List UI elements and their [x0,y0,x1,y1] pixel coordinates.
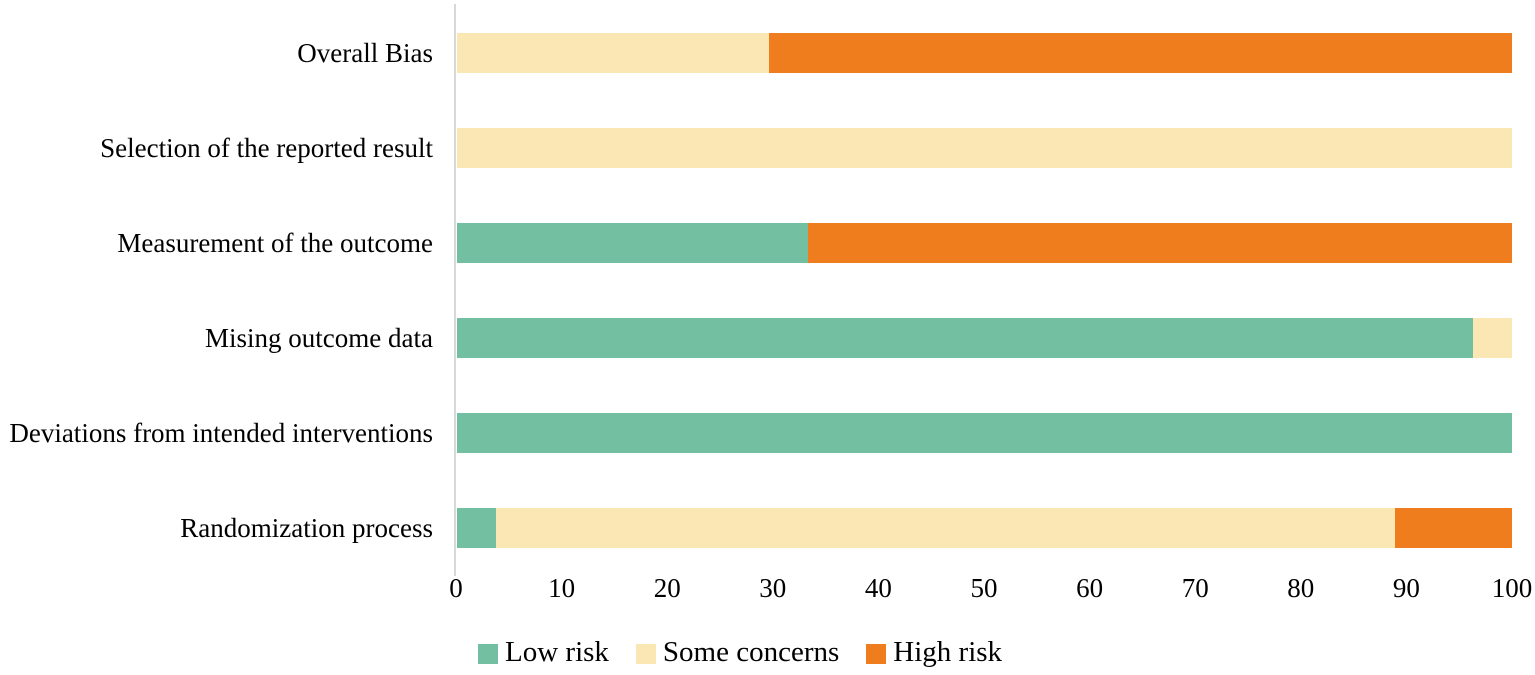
category-label: Randomization process [180,513,433,543]
bar-row [457,318,1512,358]
x-tick-label: 20 [653,573,681,603]
category-label: Mising outcome data [205,323,433,353]
bar-segment-high-risk [808,223,1512,263]
bar-row [457,33,1512,73]
bar-row [457,413,1512,453]
legend-item-low-risk: Low risk [478,634,609,670]
bar-segment-low-risk [457,223,809,263]
category-label: Measurement of the outcome [117,228,433,258]
legend: Low risk Some concerns High risk [478,634,1002,670]
bar-row [457,508,1512,548]
x-tick-label: 50 [970,573,998,603]
category-label: Overall Bias [297,38,433,68]
bar-row [457,223,1512,263]
bar-segment-high-risk [1394,508,1512,548]
x-tick-label: 90 [1392,573,1420,603]
legend-item-high-risk: High risk [866,634,1002,670]
bar-segment-some-concerns [496,508,1395,548]
x-tick-label: 30 [759,573,787,603]
x-tick-label: 80 [1287,573,1315,603]
x-tick-label: 40 [864,573,892,603]
bar-segment-low-risk [457,508,497,548]
bar-segment-some-concerns [457,33,770,73]
legend-label: High risk [893,636,1003,668]
bar-segment-high-risk [769,33,1512,73]
x-tick-label: 10 [548,573,576,603]
legend-swatch-icon [478,643,498,664]
category-label: Deviations from intended interventions [9,418,433,448]
legend-swatch-icon [866,643,887,664]
legend-label: Some concerns [662,636,840,668]
x-tick-label: 60 [1076,573,1104,603]
x-tick-label: 100 [1491,573,1533,603]
category-label: Selection of the reported result [100,133,433,163]
legend-swatch-icon [635,643,656,664]
y-axis-line [454,4,456,576]
legend-label: Low risk [505,636,609,668]
bar-row [457,128,1512,168]
x-tick-label: 70 [1181,573,1209,603]
bar-segment-low-risk [457,318,1473,358]
bar-segment-some-concerns [1472,318,1512,358]
legend-item-some-concerns: Some concerns [635,634,840,670]
bar-segment-some-concerns [457,128,1512,168]
bar-segment-low-risk [457,413,1512,453]
x-tick-label: 0 [449,573,463,603]
